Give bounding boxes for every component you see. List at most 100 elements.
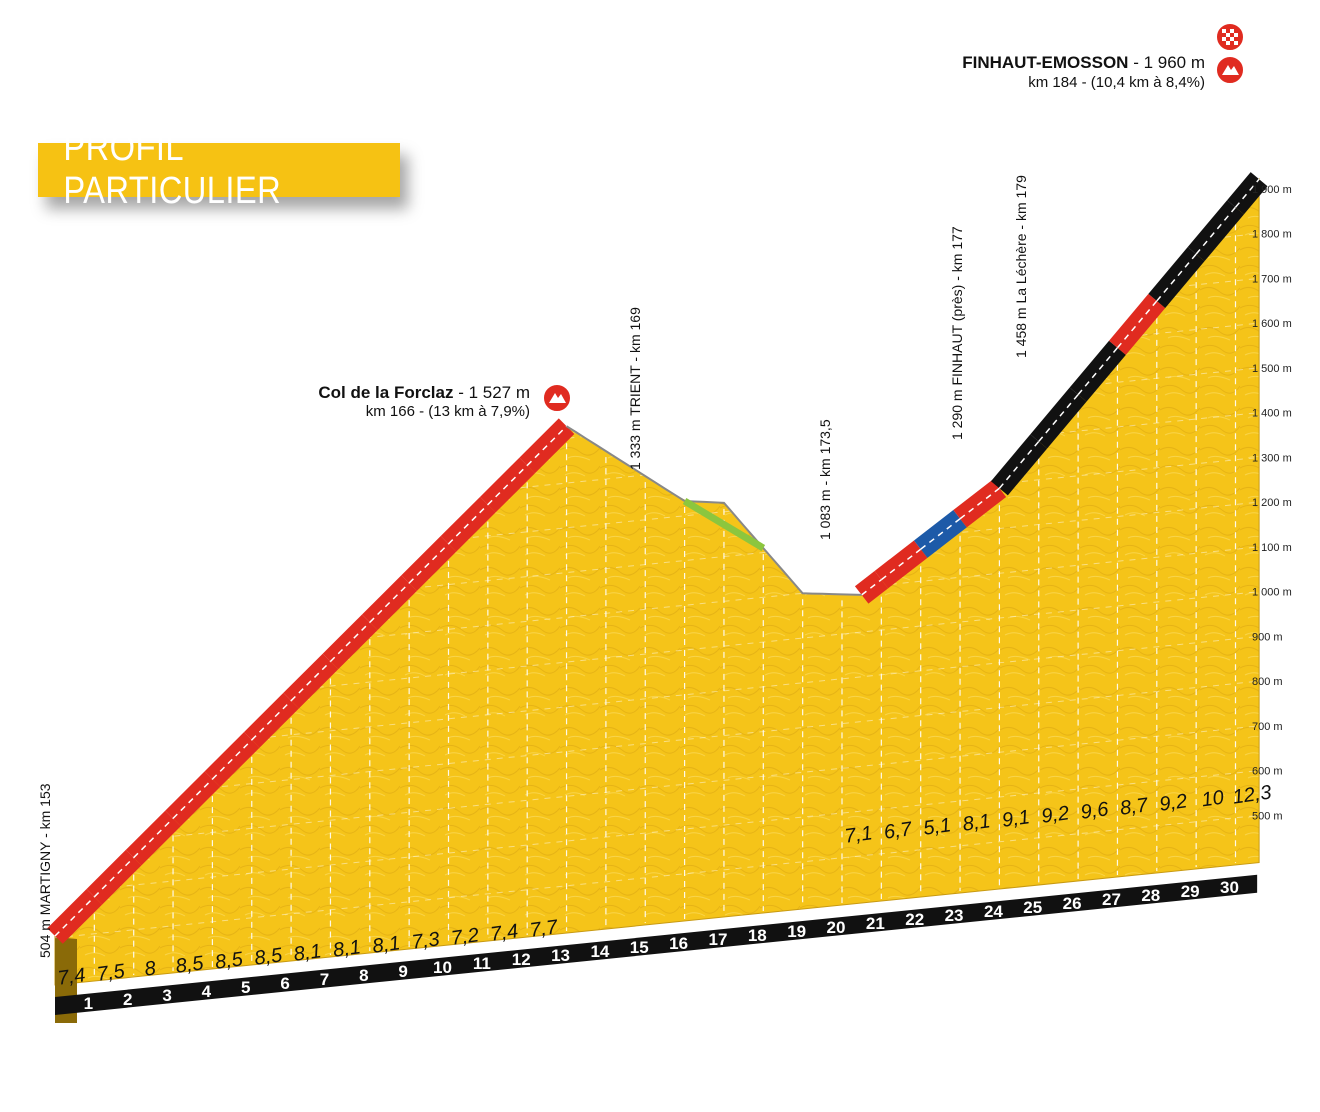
- km-marker-label: 9: [398, 962, 407, 981]
- summit-label: FINHAUT-EMOSSON - 1 960 m: [962, 53, 1205, 72]
- gradient-value-label: 10: [1200, 787, 1225, 812]
- gradient-segment: [1109, 293, 1166, 355]
- gradient-segment-centerline: [861, 579, 882, 596]
- checker-cell: [1222, 37, 1226, 41]
- altitude-gridline: [54, 501, 1260, 626]
- altitude-tick-label: 1 000 m: [1252, 587, 1292, 599]
- km-marker-label: 12: [512, 950, 531, 969]
- gradient-segment-centerline: [54, 896, 95, 937]
- gradient-value-label: 7,4: [489, 920, 520, 946]
- gradient-segment-centerline: [447, 504, 489, 545]
- gradient-segment: [990, 434, 1048, 496]
- gradient-value-label: 8,1: [332, 936, 363, 962]
- km-marker-label: 8: [359, 966, 368, 985]
- km-marker-label: 29: [1181, 882, 1200, 901]
- gradient-segment: [1227, 172, 1268, 215]
- gradient-value-label: 8,5: [214, 948, 245, 974]
- waypoint-label: 1 333 m TRIENT - km 169: [627, 307, 643, 470]
- gradient-segment: [1069, 340, 1126, 402]
- altitude-tick-label: 1 300 m: [1252, 452, 1292, 464]
- gradient-segment-centerline: [133, 817, 174, 859]
- gradient-value-label: 5,1: [922, 814, 953, 840]
- gradient-segment-centerline: [880, 548, 922, 581]
- gradient-segment-centerline: [920, 518, 961, 550]
- gradient-value-label: 7,4: [56, 964, 87, 990]
- km-marker-label: 15: [630, 938, 649, 957]
- km-marker-label: 30: [1220, 878, 1239, 897]
- altitude-tick-label: 1 200 m: [1252, 497, 1292, 509]
- km-marker-label: 25: [1023, 898, 1042, 917]
- gradient-segment-centerline: [959, 487, 1000, 520]
- altitude-axis: 500 m 600 m 700 m 800 m 900 m 1 000 m 1 100 m 1…: [1252, 184, 1292, 823]
- altitude-tick-label: 800 m: [1252, 676, 1283, 688]
- gradient-value-label: 7,2: [450, 924, 481, 950]
- gradient-segment-centerline: [251, 700, 292, 741]
- summit-label: Col de la Forclaz - 1 527 m: [318, 383, 530, 402]
- altitude-tick-label: 1 900 m: [1252, 184, 1292, 196]
- km-marker-label: 1: [84, 994, 93, 1013]
- altitude-gridline: [54, 456, 1260, 581]
- altitude-tick-label: 1 800 m: [1252, 229, 1292, 241]
- gradient-value-label: 9,2: [1040, 802, 1071, 828]
- altitude-tick-label: 1 500 m: [1252, 363, 1292, 375]
- labels: 504 m MARTIGNY - km 153 1 333 m TRIENT - …: [37, 22, 1245, 958]
- altitude-tick-label: 1 400 m: [1252, 408, 1292, 420]
- km-marker-label: 20: [827, 918, 846, 937]
- altitude-tick-label: 600 m: [1252, 766, 1283, 778]
- gradient-segment: [1148, 247, 1205, 309]
- gradient-segment-centerline: [487, 464, 528, 506]
- km-marker-label: 3: [162, 986, 171, 1005]
- altitude-gridline: [54, 367, 1260, 491]
- km-marker-label: 19: [787, 922, 806, 941]
- km-marker-label: 13: [551, 946, 570, 965]
- gradient-value-label: 7,3: [410, 928, 441, 954]
- gradient-value-label: 12,3: [1231, 781, 1273, 808]
- gradient-segment-centerline: [369, 582, 410, 623]
- gradient-segment-centerline: [93, 857, 135, 898]
- km-marker-label: 10: [433, 958, 452, 977]
- km-marker-label: 5: [241, 978, 250, 997]
- km-marker-label: 2: [123, 990, 132, 1009]
- gradient-value-label: 8,5: [174, 952, 205, 978]
- km-gridlines: [54, 188, 1260, 979]
- mountain-icon: [1222, 65, 1239, 75]
- page-title: PROFIL PARTICULIER: [63, 127, 282, 212]
- checker-cell: [1234, 33, 1238, 37]
- gradient-segment-centerline: [408, 543, 450, 584]
- gradient-value-label: 7,5: [96, 960, 127, 986]
- gradient-value-label: 9,2: [1158, 790, 1189, 816]
- gradient-segment: [1187, 200, 1244, 262]
- km-marker-label: 22: [905, 910, 924, 929]
- altitude-gridline: [54, 277, 1260, 402]
- gradient-segment-centerline: [329, 621, 371, 663]
- start-label: 504 m MARTIGNY - km 153: [37, 783, 53, 958]
- mountain-icon: [549, 393, 566, 403]
- checker-cell: [1230, 29, 1234, 33]
- altitude-gridline: [54, 770, 1260, 894]
- gradient-road: [47, 172, 1268, 944]
- km-marker-label: 26: [1063, 894, 1082, 913]
- km-marker-label: 21: [866, 914, 885, 933]
- altitude-gridline: [54, 591, 1260, 715]
- altitude-tick-label: 1 600 m: [1252, 318, 1292, 330]
- checker-cell: [1226, 41, 1230, 45]
- gradient-value-label: 8,5: [253, 944, 284, 970]
- summit-detail: km 166 - (13 km à 7,9%): [366, 403, 530, 420]
- km-marker-label: 23: [945, 906, 964, 925]
- altitude-tick-label: 1 100 m: [1252, 542, 1292, 554]
- km-marker-label: 28: [1141, 886, 1160, 905]
- altitude-gridline: [54, 814, 1260, 939]
- gradient-value-label: 8,7: [1119, 794, 1150, 820]
- km-marker-label: 16: [669, 934, 688, 953]
- altitude-gridline: [54, 635, 1260, 760]
- gradient-value-label: 9,1: [1001, 806, 1032, 832]
- gradient-segment-centerline: [290, 660, 331, 702]
- altitude-gridline: [54, 188, 1260, 312]
- checker-cell: [1222, 29, 1226, 33]
- altitude-tick-label: 900 m: [1252, 631, 1283, 643]
- altitude-gridline: [54, 680, 1260, 805]
- gradient-value-label: 8: [143, 957, 157, 980]
- gradient-segment-centerline: [211, 739, 253, 780]
- checker-cell: [1234, 41, 1238, 45]
